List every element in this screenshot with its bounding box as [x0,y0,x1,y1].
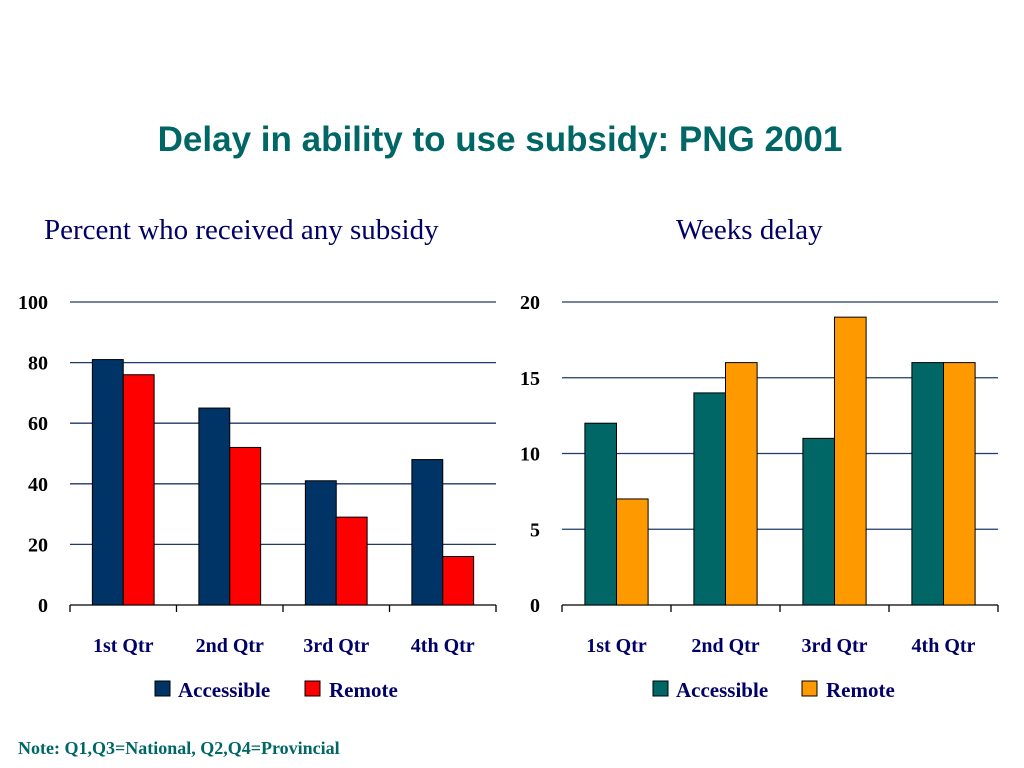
bar-accessible-4 [911,362,945,606]
left-chart-title: Percent who received any subsidy [44,214,439,246]
y-tick-label: 20 [520,292,540,314]
bar-remote-4 [943,362,976,606]
legend-swatch-accessible [154,680,171,697]
legend: Accessible Remote [154,678,398,702]
legend-label-accessible: Accessible [676,678,768,702]
y-tick-label: 10 [520,444,540,466]
y-tick-label: 20 [28,534,48,556]
legend-swatch-remote [304,680,321,697]
x-category-label: 2nd Qtr [196,635,264,657]
legend-label-remote: Remote [329,678,398,702]
right-chart-title: Weeks delay [676,214,823,246]
bar-remote-3 [335,516,368,606]
y-tick-label: 100 [18,292,48,314]
bar-accessible-4 [411,459,444,606]
legend: Accessible Remote [652,678,895,702]
bar-remote-1 [122,374,155,606]
y-tick-label: 5 [530,519,540,541]
bar-remote-1 [616,498,649,606]
bar-accessible-1 [91,359,124,606]
legend-swatch-accessible [652,680,669,697]
chart-1: 0 20 40 60 80 100 1st Qtr 2nd Qtr 3rd Qtr 4th Qtr… [18,292,497,702]
chart-2: 0 5 10 15 20 1st Qtr 2nd Qtr 3rd Qtr 4th Qtr Acce… [520,292,999,702]
y-tick-label: 0 [530,595,540,617]
footnote: Note: Q1,Q3=National, Q2,Q4=Provincial [18,738,340,758]
x-category-label: 4th Qtr [912,635,976,657]
x-category-label: 4th Qtr [411,635,475,657]
x-category-label: 3rd Qtr [801,635,867,657]
legend-swatch-remote [801,680,818,697]
y-tick-label: 0 [38,595,48,617]
bar-remote-2 [725,362,758,606]
bar-accessible-1 [584,422,618,606]
legend-label-remote: Remote [826,678,895,702]
x-category-label: 1st Qtr [93,635,154,657]
legend-label-accessible: Accessible [178,678,270,702]
y-tick-label: 40 [28,474,48,496]
bar-accessible-3 [304,480,337,606]
x-category-label: 1st Qtr [586,635,647,657]
bar-remote-4 [442,556,475,606]
bar-remote-2 [229,446,262,606]
bar-accessible-3 [802,437,836,606]
bar-accessible-2 [198,407,231,606]
y-tick-label: 15 [520,368,540,390]
bar-accessible-2 [693,392,727,606]
x-category-label: 2nd Qtr [691,635,759,657]
y-tick-label: 80 [28,353,48,375]
page-title: Delay in ability to use subsidy: PNG 200… [157,120,843,159]
x-category-label: 3rd Qtr [303,635,369,657]
bar-remote-3 [834,316,867,606]
y-tick-label: 60 [28,413,48,435]
